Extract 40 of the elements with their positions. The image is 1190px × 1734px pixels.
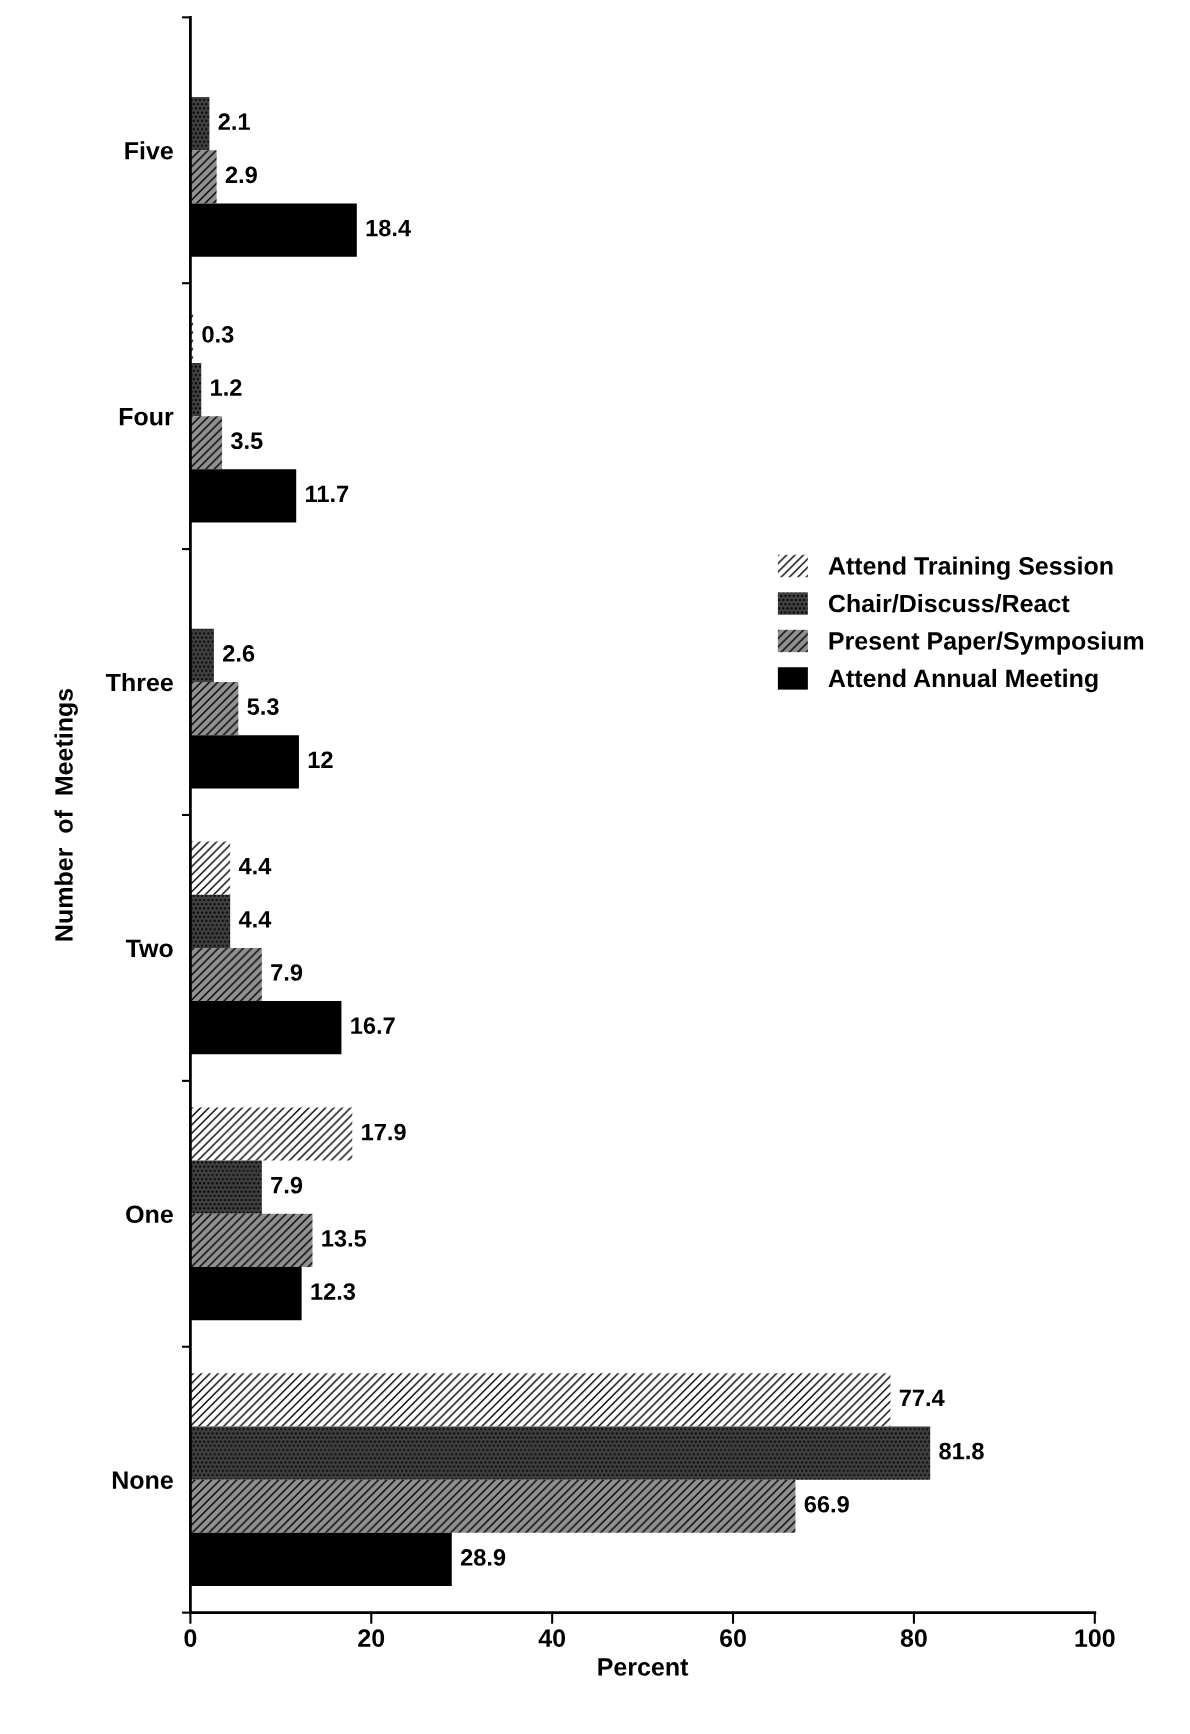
y-tick-label: One: [126, 1205, 173, 1224]
x-tick-label: 100: [1075, 1629, 1115, 1647]
x-axis-title: Percent: [598, 1658, 689, 1676]
data-label: 5.3: [247, 698, 279, 715]
data-label: 77.4: [899, 1389, 945, 1407]
y-tick-label: Five: [125, 141, 173, 160]
data-label: 3.5: [230, 432, 263, 450]
data-label: 81.8: [939, 1442, 984, 1460]
x-tick-label: 20: [358, 1629, 385, 1647]
y-tick-label: Three: [105, 672, 173, 692]
data-label: 28.9: [460, 1549, 506, 1566]
data-label: 2.6: [223, 645, 255, 662]
x-tick-label: 40: [538, 1629, 566, 1647]
data-label: 13.5: [322, 1230, 367, 1247]
y-tick-label: Four: [119, 408, 174, 426]
data-label: 12.3: [311, 1283, 356, 1300]
data-label: 4.4: [238, 911, 272, 928]
data-label: 66.9: [804, 1495, 849, 1513]
data-label: 7.9: [271, 964, 303, 981]
data-label: 4.4: [238, 858, 272, 875]
data-label: 7.9: [271, 1176, 303, 1194]
legend-label: Present Paper/Symposium: [829, 631, 1144, 655]
legend-label: Chair/Discuss/React: [828, 593, 1070, 613]
x-tick-label: 80: [900, 1629, 927, 1647]
legend-label: Attend Training Session: [828, 556, 1113, 580]
y-tick-label: None: [112, 1471, 173, 1489]
x-tick-label: 60: [720, 1629, 746, 1647]
y-axis-title: Number of Meetings: [54, 688, 78, 941]
y-tick-label: Two: [125, 939, 173, 958]
data-label: 11.7: [306, 485, 349, 503]
legend-label: Attend Annual Meeting: [828, 668, 1098, 693]
data-label: 18.4: [366, 219, 411, 237]
x-tick-label: 0: [184, 1629, 197, 1647]
data-label: 1.2: [211, 379, 242, 396]
data-label: 16.7: [351, 1017, 395, 1035]
data-label: 2.1: [218, 113, 250, 130]
data-label: 12: [308, 751, 333, 768]
data-label: 17.9: [362, 1123, 406, 1141]
data-label: 0.3: [202, 326, 234, 343]
data-label: 2.9: [225, 166, 257, 184]
